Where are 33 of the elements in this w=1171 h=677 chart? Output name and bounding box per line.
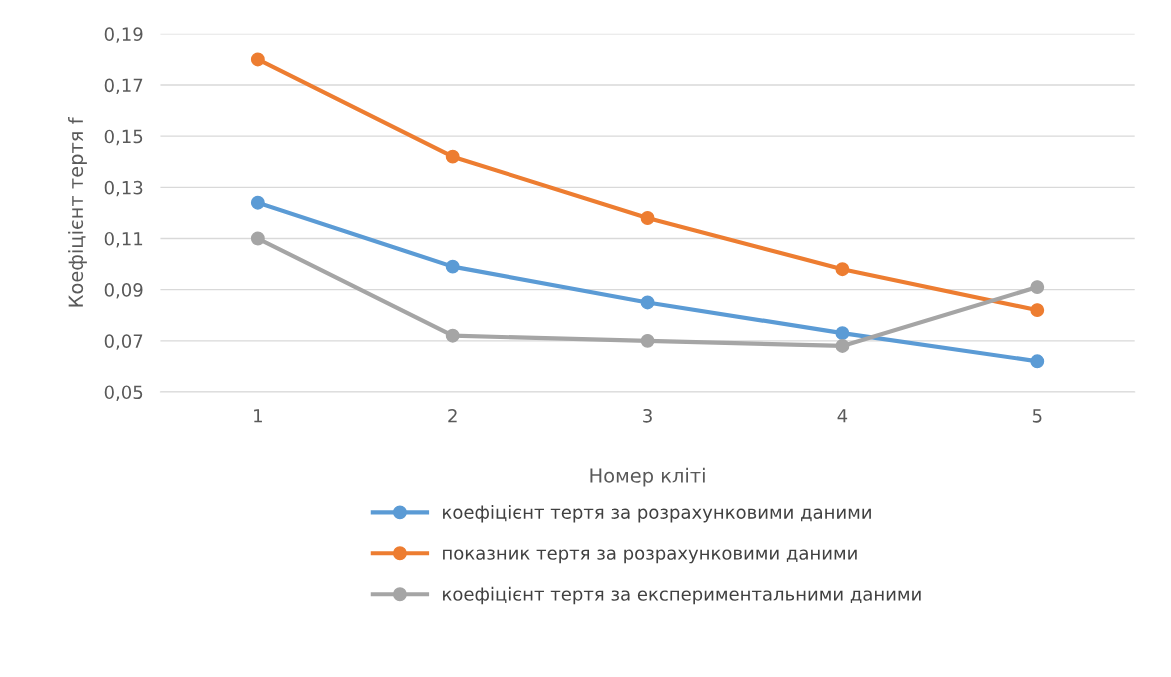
- y-tick-label: 0,07: [104, 334, 143, 350]
- x-axis-title: Номер кліті: [590, 467, 705, 487]
- point: [835, 262, 850, 277]
- point: [445, 328, 460, 343]
- y-tick-label: 0,05: [104, 385, 143, 401]
- x-tick-label: 3: [643, 408, 652, 423]
- x-tick-label: 2: [448, 408, 457, 423]
- point: [640, 333, 655, 348]
- point: [250, 231, 265, 246]
- legend-label: коефіцієнт тертя за експериментальними даними: [443, 586, 921, 605]
- x-tick-label: 1: [254, 409, 262, 423]
- point: [445, 149, 460, 164]
- legend-label: коефіцієнт тертя за розрахунковими даними: [443, 504, 871, 523]
- point: [640, 295, 655, 310]
- point: [835, 338, 850, 353]
- y-tick-label: 0,09: [104, 283, 143, 299]
- y-tick-label: 0,15: [104, 129, 143, 146]
- point: [835, 326, 850, 341]
- point: [445, 259, 460, 274]
- point: [250, 195, 265, 210]
- y-tick-label: 0,17: [104, 78, 143, 94]
- y-tick-label: 0,13: [104, 180, 143, 197]
- point: [1030, 280, 1045, 295]
- y-axis-title: Коефіцієнт тертя f: [68, 117, 87, 307]
- y-tick-label: 0,19: [104, 27, 143, 43]
- legend-label: показник тертя за розрахунковими даними: [443, 549, 857, 564]
- y-tick-label: 0,11: [104, 231, 143, 248]
- point: [250, 52, 265, 67]
- point: [640, 211, 655, 225]
- x-tick-label: 5: [1032, 409, 1042, 423]
- point: [1030, 303, 1045, 318]
- point: [1030, 354, 1045, 369]
- x-tick-label: 4: [837, 409, 848, 423]
